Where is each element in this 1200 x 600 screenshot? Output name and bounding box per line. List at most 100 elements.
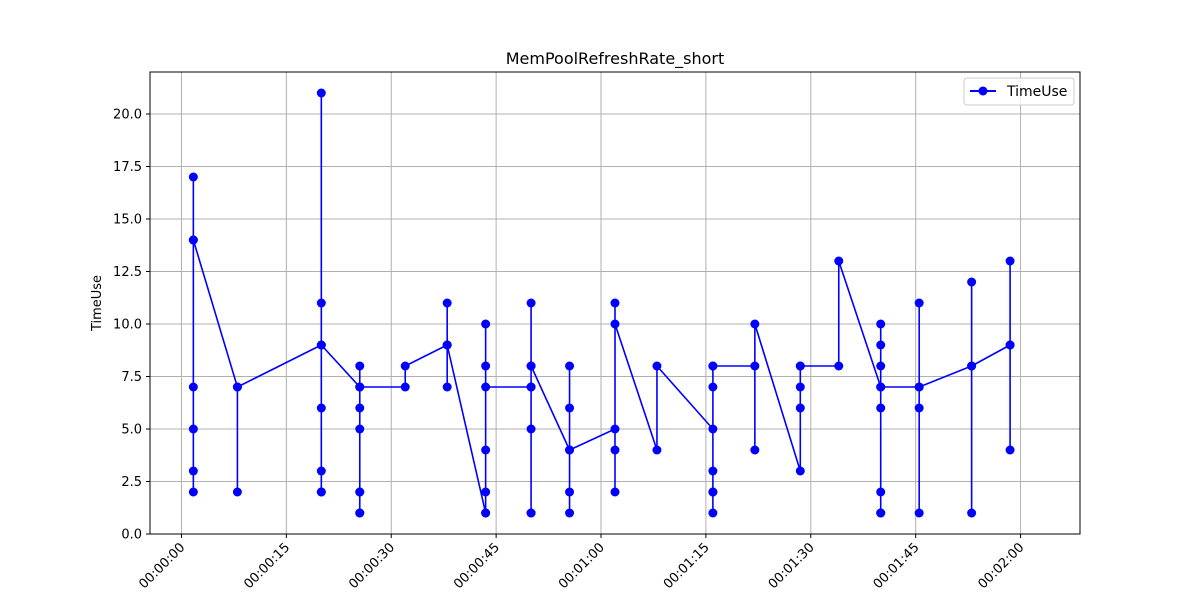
data-point xyxy=(565,508,575,518)
data-point xyxy=(355,487,365,497)
data-point xyxy=(565,487,575,497)
data-point xyxy=(967,361,977,371)
data-point xyxy=(914,403,924,413)
x-tick-label: 00:02:00 xyxy=(975,540,1027,592)
series-line-timeuse xyxy=(192,92,1011,514)
series-layer xyxy=(188,88,1015,518)
plot-area-frame xyxy=(149,71,1081,535)
legend-label-timeuse: TimeUse xyxy=(1006,84,1067,100)
data-point xyxy=(708,361,718,371)
x-axis: 00:00:00 00:00:15 00:00:30 00:00:45 00:01:00… xyxy=(136,534,1027,592)
y-axis-title: TimeUse xyxy=(90,275,105,332)
data-point xyxy=(188,466,198,476)
data-point xyxy=(565,445,575,455)
data-point xyxy=(188,424,198,434)
data-point xyxy=(610,487,620,497)
data-point xyxy=(708,424,718,434)
data-point xyxy=(876,508,886,518)
y-tick-label: 15.0 xyxy=(113,213,142,228)
data-point xyxy=(914,298,924,308)
data-point xyxy=(355,424,365,434)
data-point xyxy=(876,487,886,497)
data-point xyxy=(708,382,718,392)
data-point xyxy=(481,382,491,392)
data-point xyxy=(232,382,242,392)
data-point xyxy=(708,508,718,518)
data-point xyxy=(795,403,805,413)
data-point xyxy=(442,340,452,350)
legend-marker-swatch xyxy=(978,86,988,96)
x-tick-label: 00:00:30 xyxy=(346,540,398,592)
y-tick-label: 7.5 xyxy=(121,370,142,385)
data-point xyxy=(565,403,575,413)
x-tick-label: 00:00:45 xyxy=(451,540,503,592)
x-tick-label: 00:01:30 xyxy=(766,540,818,592)
data-point xyxy=(481,508,491,518)
data-point xyxy=(481,445,491,455)
data-point xyxy=(400,361,410,371)
legend-box xyxy=(963,77,1075,106)
data-point xyxy=(316,487,326,497)
legend: TimeUse xyxy=(963,77,1075,106)
y-tick-label: 0.0 xyxy=(121,528,142,543)
data-point xyxy=(610,445,620,455)
data-point xyxy=(1005,445,1015,455)
data-point xyxy=(708,466,718,476)
data-point xyxy=(876,319,886,329)
data-point xyxy=(610,319,620,329)
data-point xyxy=(750,361,760,371)
data-point xyxy=(481,361,491,371)
data-point xyxy=(876,403,886,413)
data-point xyxy=(316,403,326,413)
data-point xyxy=(652,445,662,455)
data-point xyxy=(876,361,886,371)
chart-title: MemPoolRefreshRate_short xyxy=(506,49,725,69)
data-point xyxy=(708,487,718,497)
y-tick-label: 5.0 xyxy=(121,423,142,438)
data-point xyxy=(876,340,886,350)
data-point xyxy=(355,508,365,518)
data-point xyxy=(355,382,365,392)
data-point xyxy=(876,382,886,392)
y-tick-label: 12.5 xyxy=(113,265,142,280)
data-point xyxy=(795,466,805,476)
data-point xyxy=(652,361,662,371)
data-point xyxy=(1005,340,1015,350)
data-point xyxy=(967,277,977,287)
data-point xyxy=(1005,256,1015,266)
data-point xyxy=(526,508,536,518)
data-point xyxy=(526,298,536,308)
y-tick-label: 20.0 xyxy=(113,108,142,123)
x-tick-label: 00:00:15 xyxy=(241,540,293,592)
y-tick-label: 2.5 xyxy=(121,475,142,490)
x-tick-label: 00:01:15 xyxy=(661,540,713,592)
data-point xyxy=(795,382,805,392)
x-tick-label: 00:01:45 xyxy=(871,540,923,592)
data-point xyxy=(188,487,198,497)
data-point xyxy=(316,340,326,350)
y-tick-label: 10.0 xyxy=(113,318,142,333)
data-point xyxy=(914,508,924,518)
data-point xyxy=(526,361,536,371)
data-point xyxy=(232,487,242,497)
data-point xyxy=(834,361,844,371)
data-point xyxy=(188,235,198,245)
data-point xyxy=(610,298,620,308)
data-point xyxy=(967,508,977,518)
data-point xyxy=(316,466,326,476)
data-point xyxy=(355,361,365,371)
data-point xyxy=(914,382,924,392)
data-point xyxy=(526,382,536,392)
data-point xyxy=(400,382,410,392)
data-point xyxy=(316,298,326,308)
data-point xyxy=(610,424,620,434)
data-point xyxy=(316,88,326,98)
data-point xyxy=(355,403,365,413)
x-tick-label: 00:01:00 xyxy=(556,540,608,592)
data-point xyxy=(442,298,452,308)
data-point xyxy=(481,319,491,329)
data-point xyxy=(188,172,198,182)
y-tick-label: 17.5 xyxy=(113,160,142,175)
x-tick-label: 00:00:00 xyxy=(136,540,188,592)
